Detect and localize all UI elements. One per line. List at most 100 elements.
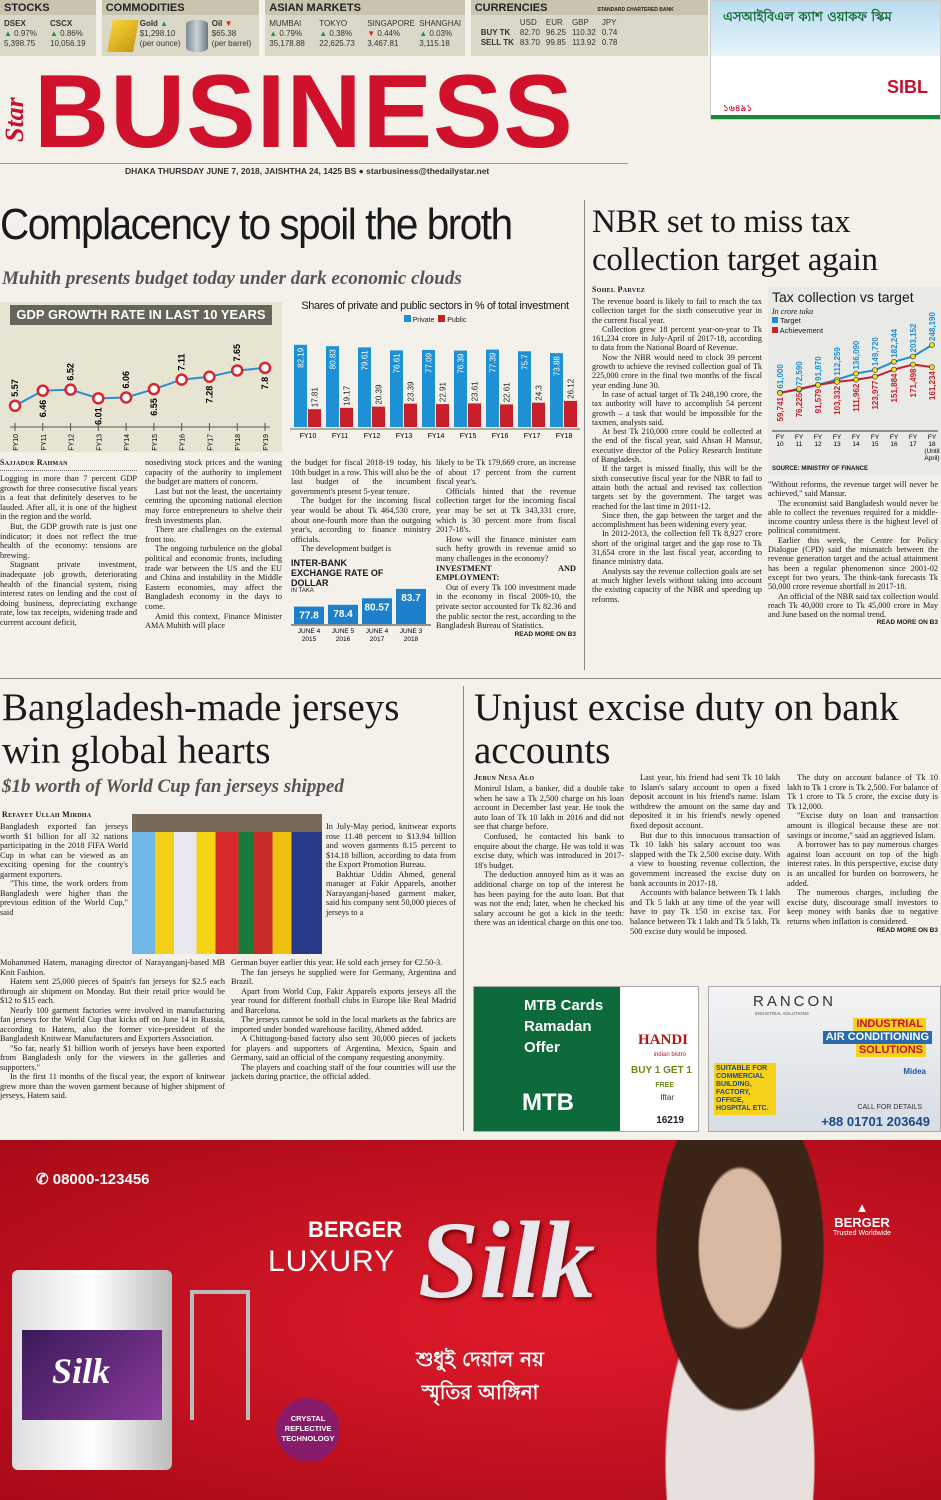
tax-category-label: 17 xyxy=(909,441,917,448)
dateline: DHAKA THURSDAY JUNE 7, 2018, JAISHTHA 24… xyxy=(125,166,490,176)
investment-value-label: 75.7 xyxy=(521,354,530,370)
shanghai-change: 0.03% xyxy=(429,29,453,38)
tax-category-label: 18 xyxy=(928,441,936,448)
tax-category-label: FY xyxy=(871,434,880,441)
investment-category-label: FY10 xyxy=(300,433,317,440)
investment-value-label: 77.09 xyxy=(425,352,434,373)
nbr-byline: Sohel Parvez xyxy=(592,285,646,294)
investment-bar-public xyxy=(340,407,353,427)
investment-bar-private xyxy=(358,347,371,427)
tax-value-label: 161,234 xyxy=(928,371,937,400)
berger-ad-line: LUXURY xyxy=(268,1245,396,1278)
gdp-value-label: 6.46 xyxy=(38,400,48,418)
investment-bar-public xyxy=(372,406,385,427)
cscx-value: 10,056.19 xyxy=(50,39,86,48)
jerseys-headline[interactable]: Bangladesh-made jerseys win global heart… xyxy=(2,686,400,772)
exchange-category-label: JUNE 4 xyxy=(366,628,389,635)
sibl-advertisement[interactable]: এসআইবিএল ক্যাশ ওয়াকফ স্কিম SIBL ১৬৪৯১ xyxy=(710,0,941,120)
tax-point xyxy=(872,367,878,373)
currency-table: USD EUR GBP JPY BUY TK 82.70 96.25 110.32 0.74 … xyxy=(480,18,618,47)
exchange-category-year: 2015 xyxy=(302,636,317,643)
investment-value-label: 22.61 xyxy=(503,382,512,403)
gdp-point xyxy=(258,361,272,375)
tokyo-value: 22,625.73 xyxy=(319,39,355,48)
lead-headline[interactable]: Complacency to spoil the broth xyxy=(0,200,513,249)
gdp-point xyxy=(36,384,50,397)
tax-point xyxy=(891,358,897,365)
crystal-badge: CRYSTAL REFLECTIVE TECHNOLOGY xyxy=(276,1398,340,1462)
investment-category-label: FY11 xyxy=(332,433,348,440)
currencies-box: CURRENCIES STANDARD CHARTERED BANK USD EUR… xyxy=(470,0,708,56)
tax-point xyxy=(853,370,859,377)
asian-markets-box: ASIAN MARKETS MUMBAI ▲ 0.79% 35,178.88 TOK… xyxy=(265,0,465,56)
jerseys-byline: Refayet Ullah Mirdha xyxy=(2,810,92,819)
exchange-category-year: 2017 xyxy=(370,636,385,643)
gdp-value-label: 7.65 xyxy=(232,344,242,362)
rancon-call: CALL FOR DETAILS xyxy=(857,1104,922,1111)
masthead-star-logo: Star xyxy=(0,97,29,142)
rancon-advertisement[interactable]: RANCON INDUSTRIAL SOLUTIONS INDUSTRIAL A… xyxy=(708,986,941,1132)
lead-col-1: Sajjadur Rahman Logging in more than 7 p… xyxy=(0,458,137,627)
handi-tagline: indian bistro xyxy=(653,1052,686,1058)
mumbai-change: 0.79% xyxy=(279,29,303,38)
investment-bar-private xyxy=(486,349,499,427)
investment-category-label: FY12 xyxy=(364,433,381,440)
investment-value-label: 20.39 xyxy=(375,384,384,405)
paint-roller-icon xyxy=(190,1290,250,1420)
gold-label: Gold xyxy=(139,19,158,28)
investment-category-label: FY17 xyxy=(524,433,541,440)
investment-value-label: 17.81 xyxy=(311,387,320,408)
lead-read-more[interactable]: READ MORE ON B3 xyxy=(514,630,576,638)
oil-barrel-icon xyxy=(185,20,208,52)
legend-private: Private xyxy=(412,317,435,324)
investment-value-label: 73.88 xyxy=(553,356,562,377)
gold-unit: (per ounce) xyxy=(139,39,181,48)
investment-bar-public xyxy=(436,404,449,427)
gdp-value-label: 6.06 xyxy=(121,371,131,389)
berger-ad-brand: BERGER xyxy=(308,1217,403,1242)
investment-bar-private xyxy=(390,350,403,427)
model-photo xyxy=(610,1140,870,1500)
tax-category-label: 14 xyxy=(852,441,860,448)
gdp-point xyxy=(147,382,161,396)
tax-category-label: FY xyxy=(776,434,785,441)
investment-value-label: 23.61 xyxy=(471,381,480,402)
exchange-category-year: 2016 xyxy=(336,636,351,643)
shanghai-label: SHANGHAI xyxy=(419,19,462,28)
tax-chart-title: Tax collection vs target xyxy=(772,289,914,305)
excise-byline: Jebun Nesa Alo xyxy=(474,773,535,782)
tax-point xyxy=(853,376,859,383)
investment-category-label: FY16 xyxy=(492,433,509,440)
investment-chart-title: Shares of private and public sectors in … xyxy=(301,300,569,312)
currencies-source: STANDARD CHARTERED BANK xyxy=(597,7,674,13)
stocks-title: STOCKS xyxy=(0,0,96,15)
lead-col-3-wrap: the budget for fiscal 2018-19 today, his… xyxy=(291,458,431,646)
exchange-value-label: 77.8 xyxy=(299,611,319,622)
investment-value-label: 79.61 xyxy=(361,350,370,371)
berger-advertisement[interactable]: ✆ 08000-123456 ▲BERGERTrusted Worldwide … xyxy=(0,1140,941,1500)
exchange-value-label: 78.4 xyxy=(333,609,353,620)
mtb-ad-title: MTB Cards Ramadan Offer xyxy=(524,997,604,1056)
excise-headline[interactable]: Unjust excise duty on bank accounts xyxy=(474,686,899,772)
excise-read-more[interactable]: READ MORE ON B3 xyxy=(876,926,938,934)
mtb-advertisement[interactable]: MTB Cards Ramadan Offer MTB HANDI indian… xyxy=(473,986,699,1132)
oil-label: Oil xyxy=(211,19,223,28)
lead-col-3: the budget for fiscal 2018-19 today, his… xyxy=(291,458,431,554)
nbr-headline[interactable]: NBR set to miss tax collection target ag… xyxy=(592,204,878,278)
gdp-category-label: FY15 xyxy=(152,434,159,451)
excise-col-3: The duty on account balance of Tk 10 lak… xyxy=(787,773,938,934)
gdp-point xyxy=(64,383,77,396)
tax-value-label: 112,259 xyxy=(833,347,842,376)
lead-byline: Sajjadur Rahman xyxy=(0,458,137,471)
gdp-line xyxy=(14,366,266,407)
midea-logo: Midea xyxy=(903,1067,926,1076)
jerseys-col-bottom-left: Mohammed Hatem, managing director of Nar… xyxy=(0,958,225,1100)
gdp-point xyxy=(8,399,22,413)
investment-bar-public xyxy=(468,403,481,427)
sibl-logo: SIBL xyxy=(886,77,928,97)
offer-text: BUY 1 GET 1 xyxy=(631,1065,692,1076)
gold-bar-icon xyxy=(106,20,139,52)
nbr-col-2: "Without reforms, the revenue target wil… xyxy=(768,480,938,627)
tax-value-label: 103,332 xyxy=(833,385,842,414)
nbr-read-more[interactable]: READ MORE ON B3 xyxy=(876,619,938,627)
